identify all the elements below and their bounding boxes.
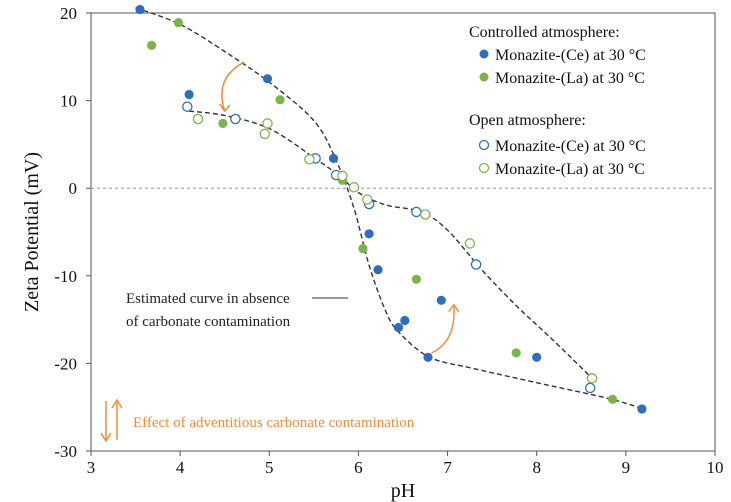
data-point-series-0 (262, 74, 273, 84)
x-tick-label: 4 (176, 458, 185, 477)
legend-label-open-ce: Monazite-(Ce) at 30 °C (495, 138, 646, 155)
x-tick-label: 9 (622, 458, 631, 477)
data-point-series-3 (586, 373, 598, 384)
carbonate-effect-label: Effect of adventitious carbonate contami… (133, 415, 415, 431)
data-point-series-3 (304, 154, 315, 165)
data-points (135, 4, 647, 414)
data-point-series-1 (411, 274, 421, 284)
legend-marker-controlled-ce (479, 49, 489, 59)
x-tick-label: 10 (707, 458, 724, 477)
x-tick-label: 8 (532, 458, 541, 477)
legend-label-open-la: Monazite-(La) at 30 °C (495, 161, 645, 178)
legend-heading-controlled: Controlled atmosphere: (469, 24, 620, 41)
data-point-series-0 (393, 322, 404, 333)
data-point-series-1 (147, 40, 157, 51)
y-tick-label: -30 (54, 442, 77, 461)
data-point-series-3 (362, 194, 373, 205)
fitted-curve-lower (189, 110, 591, 377)
legend-marker-open-ce (478, 139, 490, 151)
annotation-estimated-curve-line2: of carbonate contamination (126, 314, 291, 330)
legend: Controlled atmosphere: Monazite-(Ce) at … (469, 24, 646, 178)
data-point-series-2 (230, 113, 241, 125)
data-point-series-0 (436, 295, 446, 305)
data-point-series-0 (328, 153, 339, 163)
data-point-series-2 (584, 382, 596, 394)
x-tick-label: 6 (354, 458, 363, 477)
x-tick-label: 7 (443, 458, 452, 477)
x-tick-label: 3 (87, 458, 96, 477)
arrow-up-head (448, 303, 460, 313)
data-point-series-2 (411, 206, 422, 218)
legend-heading-open: Open atmosphere: (469, 112, 586, 129)
y-axis-ticks: 20 10 0 -10 -20 -30 (54, 4, 91, 461)
data-point-series-0 (637, 404, 647, 414)
legend-marker-controlled-la (479, 72, 489, 82)
carbonate-effect-arrows (219, 61, 460, 354)
data-point-series-0 (373, 265, 383, 275)
y-tick-label: 0 (69, 179, 78, 198)
carbonate-effect-legend: Effect of adventitious carbonate contami… (100, 398, 415, 443)
y-axis-label: Zeta Potential (mV) (21, 152, 43, 312)
data-point-series-3 (262, 118, 273, 129)
annotation-estimated-curve-line1: Estimated curve in absence (126, 291, 290, 307)
data-point-series-1 (511, 348, 521, 358)
data-point-series-2 (182, 101, 193, 112)
y-tick-label: -10 (54, 267, 77, 286)
y-tick-label: 10 (60, 92, 77, 111)
data-point-series-0 (135, 4, 145, 15)
data-point-series-3 (420, 209, 431, 220)
data-point-series-0 (532, 352, 542, 362)
data-point-series-3 (348, 182, 360, 193)
data-point-series-1 (275, 95, 285, 105)
x-tick-label: 5 (265, 458, 274, 477)
data-point-series-0 (423, 352, 433, 362)
x-axis-label: pH (391, 480, 415, 502)
legend-label-controlled-la: Monazite-(La) at 30 °C (495, 70, 645, 87)
y-tick-label: 20 (60, 4, 77, 23)
data-point-series-1 (358, 244, 368, 254)
data-point-series-1 (218, 118, 228, 128)
data-point-series-0 (400, 315, 410, 326)
legend-arrow-down-head (100, 432, 112, 443)
data-point-series-3 (192, 113, 204, 125)
arrow-down-head (219, 103, 231, 113)
data-point-series-2 (470, 259, 482, 270)
data-point-series-0 (364, 229, 374, 239)
data-point-series-3 (337, 170, 348, 182)
data-point-series-1 (607, 394, 618, 404)
legend-arrow-up-head (111, 398, 123, 409)
arrow-down-curve (221, 61, 245, 112)
legend-label-controlled-ce: Monazite-(Ce) at 30 °C (495, 47, 646, 64)
data-point-series-3 (259, 128, 271, 140)
y-tick-label: -20 (54, 354, 77, 373)
legend-marker-open-la (478, 162, 490, 174)
x-axis-ticks: 3 4 5 6 7 8 9 10 (87, 451, 724, 477)
arrow-up-curve (431, 304, 455, 354)
plot-area-frame (90, 12, 716, 452)
data-point-series-3 (464, 238, 476, 249)
fitted-curve-upper (135, 7, 644, 410)
fitted-curves (135, 7, 644, 410)
data-point-series-0 (184, 89, 194, 100)
data-point-series-1 (173, 18, 183, 28)
